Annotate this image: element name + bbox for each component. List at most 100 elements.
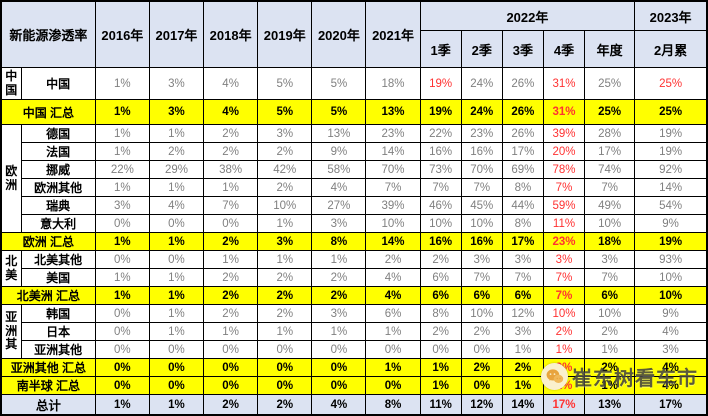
value-cell: 1% bbox=[148, 394, 205, 416]
table-row: 中国 中国 1% 3% 4% 5% 5% 18% 19% 24% 26% 31% 25% 25% bbox=[0, 67, 708, 100]
value-cell: 2% bbox=[203, 304, 259, 323]
value-cell: 1% bbox=[148, 232, 205, 251]
subtotal-row-label: 欧洲 汇总 bbox=[0, 232, 96, 251]
value-cell: 0% bbox=[148, 340, 205, 359]
value-cell: 1% bbox=[365, 322, 421, 341]
value-cell: 2% bbox=[203, 232, 259, 251]
value-cell: 5% bbox=[257, 99, 313, 125]
value-cell: 1% bbox=[148, 124, 205, 143]
col-header-2022-q2: 2季 bbox=[460, 30, 503, 68]
value-cell: 6% bbox=[460, 286, 503, 305]
value-cell: 7% bbox=[365, 178, 421, 197]
value-cell: 10% bbox=[584, 304, 636, 323]
value-cell: 1% bbox=[94, 124, 150, 143]
value-cell: 0% bbox=[94, 358, 150, 377]
value-cell: 7% bbox=[584, 268, 636, 287]
value-cell: 11% bbox=[542, 214, 586, 233]
value-cell: 0% bbox=[365, 340, 421, 359]
value-cell: 25% bbox=[584, 67, 636, 100]
value-cell: 9% bbox=[634, 214, 708, 233]
value-cell: 2% bbox=[584, 322, 636, 341]
value-cell: 93% bbox=[634, 250, 708, 269]
value-cell: 1% bbox=[94, 99, 150, 125]
table-row: 日本 0% 1% 1% 1% 1% 1% 2% 2% 3% 2% 2% 4% bbox=[1, 322, 708, 341]
col-header-2018: 2018年 bbox=[203, 0, 259, 68]
value-cell: 3% bbox=[148, 67, 205, 100]
value-cell: 7% bbox=[460, 268, 503, 287]
table-row: 中国 汇总 1% 3% 4% 5% 5% 13% 19% 24% 26% 31% 25% 25% bbox=[0, 99, 708, 125]
value-cell: 1% bbox=[94, 178, 150, 197]
value-cell: 10% bbox=[365, 214, 421, 233]
country-label: 日本 bbox=[20, 322, 96, 341]
value-cell: 26% bbox=[501, 99, 544, 125]
country-label: 德国 bbox=[20, 124, 96, 143]
table-row: 法国 1% 2% 2% 2% 9% 14% 16% 16% 17% 20% 17% 19% bbox=[1, 142, 708, 161]
value-cell: 3% bbox=[311, 214, 367, 233]
value-cell: 0% bbox=[257, 376, 313, 395]
value-cell: 1% bbox=[94, 232, 150, 251]
value-cell: 17% bbox=[634, 394, 708, 416]
value-cell: 1% bbox=[148, 304, 205, 323]
value-cell: 92% bbox=[634, 160, 708, 179]
value-cell: 4% bbox=[148, 196, 205, 215]
value-cell: 13% bbox=[365, 99, 421, 125]
value-cell: 1% bbox=[542, 376, 586, 395]
table-row: 亚洲其他 0% 0% 0% 0% 0% 0% 0% 0% 1% 1% 1% 3% bbox=[1, 340, 708, 359]
col-header-2017: 2017年 bbox=[148, 0, 205, 68]
value-cell: 28% bbox=[584, 124, 636, 143]
table-row: 瑞典 3% 4% 7% 10% 27% 39% 46% 45% 44% 59% 49% 54% bbox=[1, 196, 708, 215]
value-cell: 7% bbox=[542, 286, 586, 305]
value-cell: 10% bbox=[460, 304, 503, 323]
col-header-2023-feb: 2月累 bbox=[634, 30, 708, 68]
table-row: 北美 北美其他 0% 0% 1% 1% 1% 2% 2% 3% 3% 3% 3% 93% bbox=[0, 250, 708, 287]
value-cell: 11% bbox=[419, 394, 462, 416]
col-header-2022-annual: 年度 bbox=[584, 30, 636, 68]
value-cell: 0% bbox=[94, 340, 150, 359]
table-header: 新能源渗透率 2016年 2017年 2018年 2019年 2020年 202… bbox=[0, 0, 708, 68]
table-row: 总计 1% 1% 2% 2% 4% 8% 11% 12% 14% 17% 13% 17% bbox=[0, 394, 708, 416]
table-body: 中国 中国 1% 3% 4% 5% 5% 18% 19% 24% 26% 31% 25% 25% 中国 汇总… bbox=[0, 67, 708, 416]
value-cell: 26% bbox=[501, 124, 544, 143]
value-cell: 12% bbox=[501, 304, 544, 323]
value-cell: 17% bbox=[542, 394, 586, 416]
value-cell: 1% bbox=[94, 394, 150, 416]
value-cell: 2% bbox=[460, 358, 503, 377]
subtotal-row-label: 北美洲 汇总 bbox=[0, 286, 96, 305]
value-cell: 25% bbox=[634, 99, 708, 125]
value-cell: 1% bbox=[148, 178, 205, 197]
value-cell: 1% bbox=[257, 214, 313, 233]
value-cell: 1% bbox=[94, 268, 150, 287]
value-cell: 3% bbox=[311, 304, 367, 323]
value-cell: 16% bbox=[460, 232, 503, 251]
value-cell: 6% bbox=[419, 268, 462, 287]
value-cell: 2% bbox=[203, 268, 259, 287]
value-cell: 3% bbox=[501, 322, 544, 341]
value-cell: 3% bbox=[634, 340, 708, 359]
value-cell: 0% bbox=[94, 250, 150, 269]
table-title: 新能源渗透率 bbox=[0, 0, 96, 68]
value-cell: 10% bbox=[634, 286, 708, 305]
value-cell: 58% bbox=[311, 160, 367, 179]
value-cell: 0% bbox=[460, 376, 503, 395]
value-cell: 69% bbox=[501, 160, 544, 179]
subtotal-row-label: 亚洲其他 汇总 bbox=[0, 358, 96, 377]
value-cell: 54% bbox=[634, 196, 708, 215]
value-cell: 1% bbox=[365, 358, 421, 377]
value-cell: 6% bbox=[419, 286, 462, 305]
value-cell: 4% bbox=[203, 99, 259, 125]
value-cell: 8% bbox=[501, 178, 544, 197]
header-row-2: 1季 2季 3季 4季 年度 2月累 bbox=[1, 30, 708, 68]
col-group-2023: 2023年 bbox=[634, 0, 708, 31]
country-label: 瑞典 bbox=[20, 196, 96, 215]
value-cell: 8% bbox=[365, 394, 421, 416]
value-cell: 13% bbox=[311, 124, 367, 143]
value-cell: 6% bbox=[584, 286, 636, 305]
value-cell: 7% bbox=[419, 178, 462, 197]
subtotal-row-label: 中国 汇总 bbox=[0, 99, 96, 125]
country-label: 欧洲其他 bbox=[20, 178, 96, 197]
value-cell: 16% bbox=[460, 142, 503, 161]
value-cell: 1% bbox=[94, 286, 150, 305]
table-row: 挪威 22% 29% 38% 42% 58% 70% 73% 70% 69% 78% 74% 92% bbox=[1, 160, 708, 179]
region-group-label: 欧洲 bbox=[0, 124, 22, 233]
table-row: 北美洲 汇总 1% 1% 2% 2% 2% 4% 6% 6% 6% 7% 6% 10% bbox=[0, 286, 708, 305]
